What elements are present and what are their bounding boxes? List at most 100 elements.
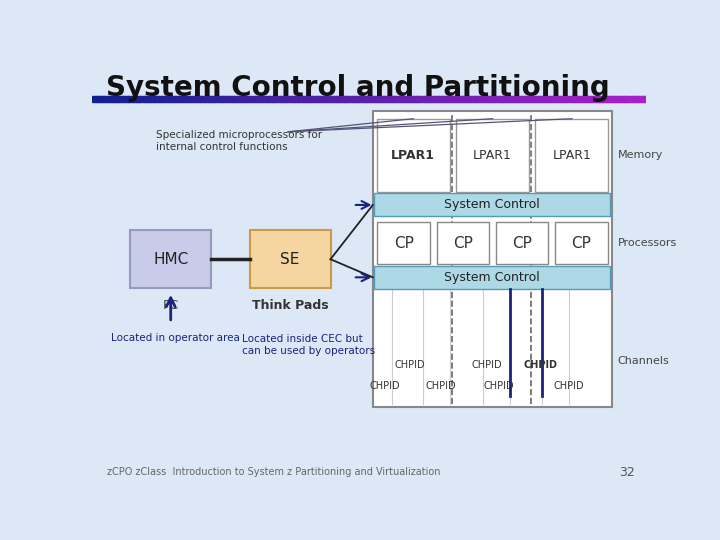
Bar	[325, 96, 328, 102]
Bar	[311, 96, 315, 102]
Bar	[103, 96, 107, 102]
Bar	[189, 96, 192, 102]
Bar	[644, 96, 647, 102]
Bar	[538, 96, 541, 102]
Bar	[247, 96, 251, 102]
Bar	[122, 96, 126, 102]
Bar	[624, 96, 628, 102]
Bar	[266, 96, 270, 102]
Bar	[294, 96, 297, 102]
Bar	[560, 96, 564, 102]
Bar	[230, 96, 234, 102]
Bar	[374, 266, 610, 289]
Bar	[602, 96, 606, 102]
Bar	[233, 96, 237, 102]
Bar	[499, 96, 503, 102]
Bar	[372, 96, 375, 102]
Bar	[130, 231, 211, 288]
Bar	[572, 96, 575, 102]
Bar	[641, 96, 644, 102]
Text: System Control: System Control	[444, 271, 540, 284]
Bar	[413, 96, 417, 102]
Bar	[253, 96, 256, 102]
Bar	[100, 96, 104, 102]
Bar	[161, 96, 165, 102]
Bar	[632, 96, 636, 102]
Bar	[502, 96, 505, 102]
Bar	[120, 96, 123, 102]
Bar	[241, 96, 245, 102]
Bar	[130, 96, 134, 102]
Bar	[148, 96, 150, 102]
Bar	[552, 96, 556, 102]
Bar	[455, 96, 459, 102]
Text: Channels: Channels	[618, 356, 670, 366]
Bar	[239, 96, 242, 102]
Bar	[405, 96, 408, 102]
Bar	[394, 96, 397, 102]
Bar	[599, 96, 603, 102]
Text: System Control and Partitioning: System Control and Partitioning	[106, 74, 609, 102]
Bar	[350, 96, 353, 102]
Bar	[225, 96, 228, 102]
Bar	[139, 96, 143, 102]
Bar	[181, 96, 184, 102]
Bar	[437, 222, 489, 264]
Text: 32: 32	[619, 465, 634, 478]
Text: CHPID: CHPID	[554, 381, 585, 391]
Bar	[166, 96, 170, 102]
Bar	[463, 96, 467, 102]
Bar	[300, 96, 303, 102]
Bar	[380, 96, 384, 102]
Bar	[338, 96, 342, 102]
Text: CP: CP	[513, 235, 532, 251]
Bar	[153, 96, 156, 102]
Bar	[228, 96, 231, 102]
Bar	[208, 96, 212, 102]
Bar	[629, 96, 633, 102]
Bar	[469, 96, 472, 102]
Bar	[142, 96, 145, 102]
Bar	[496, 222, 549, 264]
Bar	[258, 96, 261, 102]
Bar	[264, 96, 267, 102]
Bar	[608, 96, 611, 102]
Bar	[533, 96, 536, 102]
Bar	[308, 96, 312, 102]
Bar	[374, 96, 378, 102]
Bar	[410, 96, 414, 102]
Bar	[92, 96, 95, 102]
Bar	[197, 96, 201, 102]
Bar	[319, 96, 323, 102]
Bar	[605, 96, 608, 102]
Bar	[316, 96, 320, 102]
Bar	[125, 96, 129, 102]
Bar	[580, 96, 583, 102]
Bar	[593, 96, 597, 102]
Bar	[261, 96, 264, 102]
Bar	[292, 96, 295, 102]
Bar	[178, 96, 181, 102]
Bar	[491, 96, 495, 102]
Bar	[386, 96, 390, 102]
Bar	[333, 96, 336, 102]
Bar	[322, 96, 325, 102]
Text: Processors: Processors	[618, 238, 677, 248]
Bar	[480, 96, 483, 102]
Bar	[377, 119, 450, 192]
Bar	[485, 96, 489, 102]
Bar	[446, 96, 450, 102]
Bar	[289, 96, 292, 102]
Bar	[355, 96, 359, 102]
Bar	[358, 96, 361, 102]
Bar	[425, 96, 428, 102]
Bar	[541, 96, 544, 102]
Bar	[638, 96, 642, 102]
Bar	[352, 96, 356, 102]
Bar	[186, 96, 189, 102]
Bar	[364, 96, 367, 102]
Bar	[613, 96, 616, 102]
Bar	[427, 96, 431, 102]
Text: HMC: HMC	[153, 252, 189, 267]
Text: Located in operator area: Located in operator area	[111, 333, 240, 343]
